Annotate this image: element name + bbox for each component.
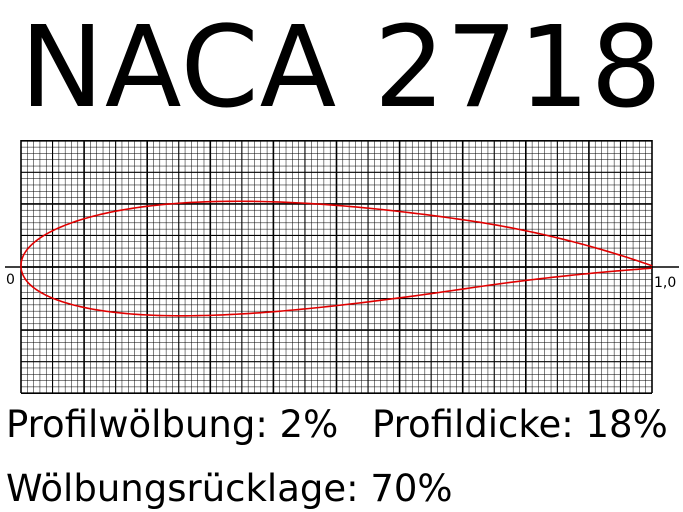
airfoil-title: NACA 2718 — [20, 3, 663, 133]
thickness-caption: Profildicke: 18% — [372, 403, 668, 446]
airfoil-profile-curve — [20, 200, 653, 317]
camber-caption: Profilwölbung: 2% — [6, 403, 339, 446]
axis-start-label: 0 — [6, 272, 15, 288]
camber-position-caption: Wölbungsrücklage: 70% — [6, 467, 453, 510]
axis-end-label: 1,0 — [654, 275, 676, 291]
